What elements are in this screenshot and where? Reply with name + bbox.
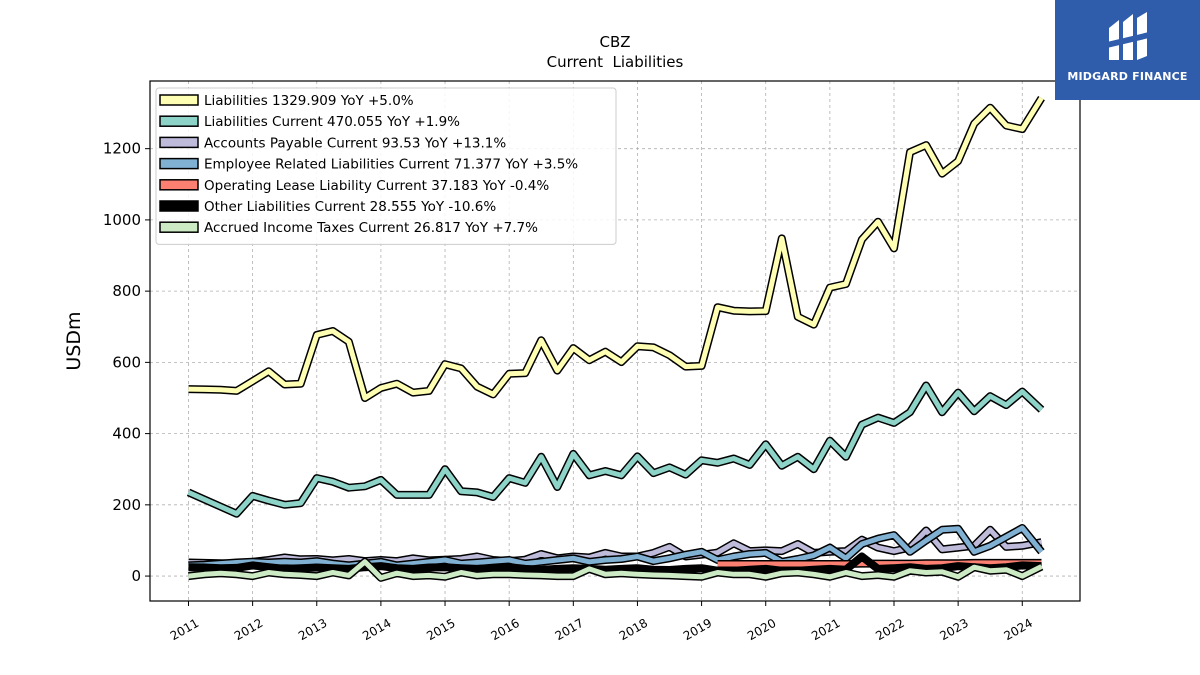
chart-title: CBZ [599, 33, 630, 51]
series-operating-lease-liability-current [717, 558, 1042, 568]
brand-name: MIDGARD FINANCE [1067, 70, 1188, 83]
series-line [187, 383, 1044, 517]
legend-entry: Operating Lease Liability Current 37.183… [204, 178, 549, 194]
series-accrued-income-taxes-current [188, 557, 1044, 582]
x-tick-label: 2015 [424, 616, 457, 643]
series-line [188, 96, 1044, 401]
x-tick-label: 2016 [488, 616, 521, 643]
x-tick-label: 2024 [1002, 616, 1035, 643]
x-tick-label: 2023 [937, 616, 970, 643]
series-lines [186, 95, 1045, 582]
y-tick-label: 200 [112, 496, 141, 514]
x-tick-label: 2017 [553, 616, 586, 643]
legend-entry: Accounts Payable Current 93.53 YoY +13.1… [204, 135, 506, 151]
legend-entry: Employee Related Liabilities Current 71.… [204, 157, 578, 173]
series-liabilities-current [186, 381, 1045, 518]
brand-mark-icon [1107, 12, 1149, 60]
x-tick-label: 2022 [873, 616, 906, 643]
x-tick-label: 2019 [681, 616, 714, 643]
legend-swatch [159, 157, 199, 170]
legend-swatch [159, 136, 199, 149]
legend-swatch [159, 179, 199, 191]
chart-subtitle: Current Liabilities [547, 53, 684, 71]
x-tick-label: 2013 [296, 616, 329, 643]
plot-frame [149, 80, 1081, 602]
legend-swatch [159, 200, 199, 212]
legend-entry: Other Liabilities Current 28.555 YoY -10… [204, 199, 496, 215]
y-tick-label: 400 [112, 425, 141, 443]
x-tick-label: 2018 [617, 616, 650, 643]
series-line [188, 559, 1043, 581]
y-axis-label: USDm [63, 311, 85, 370]
y-tick-label: 600 [112, 353, 141, 371]
y-tick-label: 1200 [103, 140, 141, 158]
legend-entry: Liabilities Current 470.055 YoY +1.9% [204, 114, 460, 130]
y-tick-label: 1000 [103, 211, 141, 229]
series-other-liabilities-current [188, 552, 1042, 575]
series-line [717, 560, 1042, 567]
x-tick-label: 2011 [168, 616, 201, 643]
x-tick-label: 2014 [360, 616, 393, 643]
legend-swatch [159, 94, 199, 106]
series-line [188, 554, 1042, 574]
legend-entry: Accrued Income Taxes Current 26.817 YoY … [204, 220, 538, 236]
legend-entry: Liabilities 1329.909 YoY +5.0% [204, 93, 414, 109]
legend-box [155, 87, 617, 245]
x-tick-label: 2021 [809, 616, 842, 643]
series-liabilities [188, 95, 1045, 402]
x-tick-label: 2020 [745, 616, 778, 643]
legend: Liabilities 1329.909 YoY +5.0% Liabilitie… [155, 87, 617, 245]
series-employee-related-liabilities-current [188, 524, 1045, 570]
legend-swatch [159, 115, 199, 127]
y-tick-label: 800 [112, 282, 141, 300]
legend-swatch [159, 221, 199, 233]
series-line [188, 525, 1044, 568]
y-tick-label: 0 [131, 567, 141, 585]
brand-logo: MIDGARD FINANCE [1055, 0, 1200, 100]
x-tick-label: 2012 [232, 616, 265, 643]
